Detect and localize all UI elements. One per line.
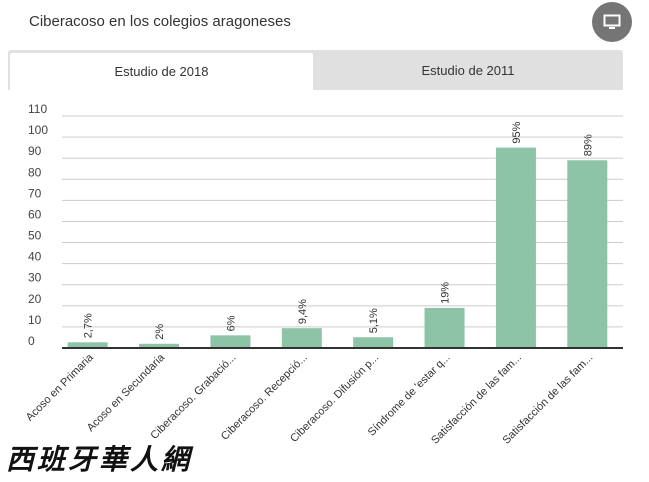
- monitor-icon: [603, 14, 621, 29]
- chart-title: Ciberacoso en los colegios aragoneses: [29, 13, 291, 30]
- y-tick-label: 50: [28, 229, 42, 243]
- y-tick-label: 110: [28, 102, 47, 116]
- watermark-text: 西班牙華人網: [6, 443, 193, 476]
- category-label: Acoso en Primaria: [24, 351, 97, 424]
- data-label: 2,7%: [83, 313, 95, 338]
- bar: [495, 147, 536, 348]
- bar-chart: 0 10 20 30 40 50 60 70 80 90 100 110 2,7% Acoso en Pr…: [24, 102, 623, 447]
- y-tick-label: 70: [28, 186, 42, 200]
- y-tick-label: 80: [28, 165, 42, 179]
- bar: [139, 343, 180, 348]
- data-label: 19%: [440, 282, 452, 304]
- y-tick-label: 40: [28, 250, 42, 264]
- bar: [424, 307, 465, 348]
- category-label: Síndrome de 'estar q...: [366, 352, 453, 439]
- tab-estudio-2018[interactable]: Estudio de 2018: [10, 53, 313, 90]
- y-tick-label: 0: [28, 334, 35, 348]
- bar: [210, 335, 251, 348]
- data-label: 9,4%: [297, 299, 309, 324]
- bar: [281, 328, 322, 348]
- y-tick-label: 10: [28, 313, 42, 327]
- data-label: 5,1%: [368, 308, 380, 333]
- y-tick-label: 100: [28, 123, 48, 137]
- display-toggle-button[interactable]: [592, 2, 632, 42]
- y-tick-label: 60: [28, 207, 42, 221]
- y-tick-label: 30: [28, 271, 42, 285]
- category-label: Acoso en Secundaria: [85, 351, 168, 434]
- tab-bar: Estudio de 2018 Estudio de 2011: [8, 50, 623, 90]
- bar: [353, 337, 394, 348]
- y-tick-label: 90: [28, 144, 42, 158]
- data-label: 89%: [582, 134, 594, 156]
- data-label: 6%: [225, 315, 237, 331]
- tab-estudio-2011[interactable]: Estudio de 2011: [421, 62, 515, 78]
- data-label: 95%: [511, 121, 523, 143]
- y-tick-label: 20: [28, 292, 42, 306]
- bar: [567, 160, 608, 348]
- bar: [67, 342, 108, 348]
- data-label: 2%: [154, 324, 166, 340]
